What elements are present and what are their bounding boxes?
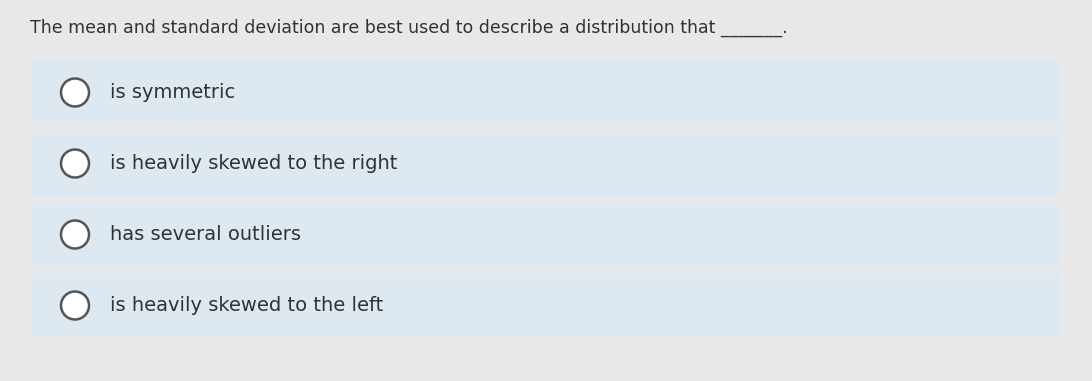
Text: is symmetric: is symmetric [110,83,235,102]
Bar [29,131,1060,196]
Bar [29,273,1060,338]
Bar [29,60,1060,125]
Text: has several outliers: has several outliers [110,225,301,244]
Ellipse shape [61,149,90,178]
Ellipse shape [61,221,90,248]
Ellipse shape [61,78,90,107]
Ellipse shape [61,291,90,320]
Bar [29,202,1060,267]
Text: is heavily skewed to the right: is heavily skewed to the right [110,154,397,173]
Text: is heavily skewed to the left: is heavily skewed to the left [110,296,383,315]
Text: The mean and standard deviation are best used to describe a distribution that __: The mean and standard deviation are best… [29,19,787,37]
